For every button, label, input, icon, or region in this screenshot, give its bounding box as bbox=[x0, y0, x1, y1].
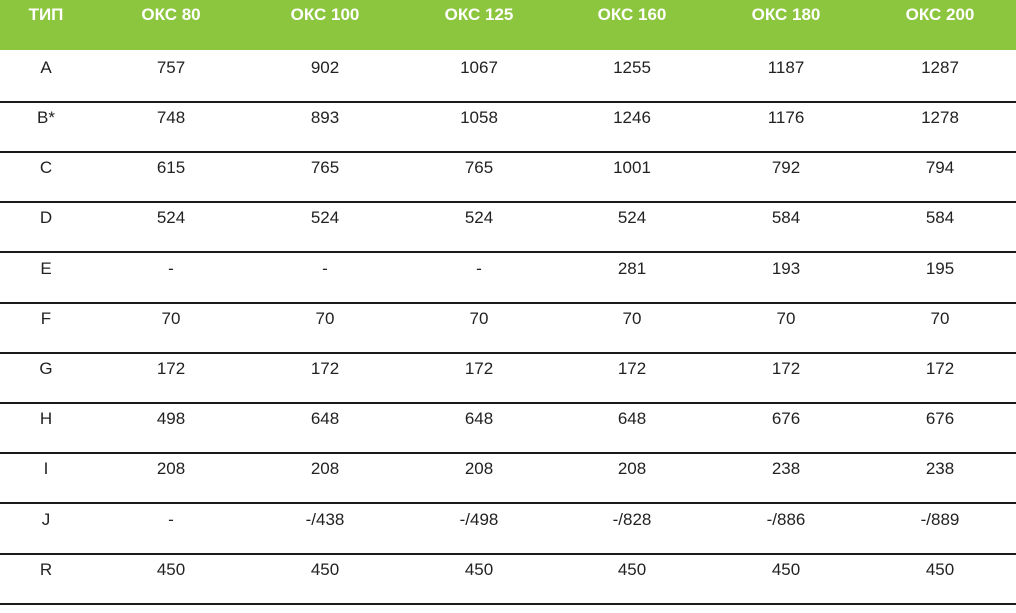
table-cell: 893 bbox=[310, 108, 340, 127]
table-cell: 524 bbox=[156, 208, 186, 227]
table-row: A 757 902 1067 1255 1187 1287 bbox=[0, 53, 1016, 103]
table-cell: 676 bbox=[771, 409, 801, 428]
table-cell: 450 bbox=[925, 560, 955, 579]
table-cell: 524 bbox=[464, 208, 494, 227]
row-type-label: F bbox=[40, 309, 52, 328]
table-cell: 1058 bbox=[460, 108, 498, 127]
row-type-label: E bbox=[40, 259, 52, 278]
table-cell: 1278 bbox=[921, 108, 959, 127]
table-cell: 238 bbox=[771, 459, 801, 478]
table-cell: 615 bbox=[156, 158, 186, 177]
table-cell: 1255 bbox=[613, 58, 651, 77]
table-cell: 748 bbox=[156, 108, 186, 127]
table-cell: 498 bbox=[156, 409, 186, 428]
table-cell: 765 bbox=[310, 158, 340, 177]
table-cell: 450 bbox=[464, 560, 494, 579]
table-cell: - bbox=[476, 259, 482, 278]
table-row: G 172 172 172 172 172 172 bbox=[0, 354, 1016, 404]
table-cell: -/886 bbox=[766, 510, 806, 529]
table-cell: 70 bbox=[161, 309, 181, 328]
table-cell: 1001 bbox=[613, 158, 651, 177]
table-cell: 792 bbox=[771, 158, 801, 177]
table-cell: 281 bbox=[617, 259, 647, 278]
table-cell: -/438 bbox=[305, 510, 345, 529]
table-cell: 1176 bbox=[767, 108, 805, 127]
table-cell: 70 bbox=[315, 309, 335, 328]
table-cell: 208 bbox=[310, 459, 340, 478]
table-cell: 584 bbox=[771, 208, 801, 227]
row-type-label: J bbox=[41, 510, 51, 529]
table-cell: 450 bbox=[310, 560, 340, 579]
row-type-label: C bbox=[39, 158, 53, 177]
table-cell: 1067 bbox=[460, 58, 498, 77]
table-cell: 648 bbox=[310, 409, 340, 428]
table-cell: 172 bbox=[617, 359, 647, 378]
table-cell: 238 bbox=[925, 459, 955, 478]
table-cell: 648 bbox=[617, 409, 647, 428]
table-cell: -/498 bbox=[459, 510, 499, 529]
table-row: C 615 765 765 1001 792 794 bbox=[0, 153, 1016, 203]
header-cell-oks160: ОКС 160 bbox=[597, 5, 667, 24]
header-cell-oks100: ОКС 100 bbox=[290, 5, 360, 24]
table-cell: 902 bbox=[310, 58, 340, 77]
table-cell: 208 bbox=[617, 459, 647, 478]
header-cell-oks180: ОКС 180 bbox=[751, 5, 821, 24]
row-type-label: B* bbox=[37, 108, 55, 127]
table-cell: 450 bbox=[617, 560, 647, 579]
table-cell: 676 bbox=[925, 409, 955, 428]
table-cell: 172 bbox=[771, 359, 801, 378]
table-cell: 765 bbox=[464, 158, 494, 177]
table-cell: 172 bbox=[464, 359, 494, 378]
table-cell: 208 bbox=[156, 459, 186, 478]
table-cell: - bbox=[168, 259, 174, 278]
row-type-label: A bbox=[40, 58, 52, 77]
table-cell: - bbox=[168, 510, 174, 529]
table-cell: 1287 bbox=[921, 58, 959, 77]
table-cell: 450 bbox=[156, 560, 186, 579]
table-cell: 195 bbox=[925, 259, 955, 278]
table-cell: 584 bbox=[925, 208, 955, 227]
table-row: F 70 70 70 70 70 70 bbox=[0, 304, 1016, 354]
table-cell: 70 bbox=[930, 309, 950, 328]
table-cell: 70 bbox=[469, 309, 489, 328]
table-row: E - - - 281 193 195 bbox=[0, 254, 1016, 304]
table-cell: -/828 bbox=[612, 510, 652, 529]
table-row: H 498 648 648 648 676 676 bbox=[0, 404, 1016, 454]
table-cell: 794 bbox=[925, 158, 955, 177]
header-cell-oks125: ОКС 125 bbox=[444, 5, 514, 24]
table-cell: 450 bbox=[771, 560, 801, 579]
table-cell: 70 bbox=[776, 309, 796, 328]
table-cell: -/889 bbox=[920, 510, 960, 529]
table-row: D 524 524 524 524 584 584 bbox=[0, 203, 1016, 253]
table-cell: 1187 bbox=[767, 58, 805, 77]
row-type-label: R bbox=[39, 560, 53, 579]
table-row: B* 748 893 1058 1246 1176 1278 bbox=[0, 103, 1016, 153]
table-cell: 648 bbox=[464, 409, 494, 428]
table-cell: 70 bbox=[622, 309, 642, 328]
table-cell: 172 bbox=[310, 359, 340, 378]
table-cell: - bbox=[322, 259, 328, 278]
table-cell: 193 bbox=[771, 259, 801, 278]
table-row: I 208 208 208 208 238 238 bbox=[0, 454, 1016, 504]
table-cell: 524 bbox=[617, 208, 647, 227]
row-type-label: G bbox=[39, 359, 53, 378]
table-row: R 450 450 450 450 450 450 bbox=[0, 555, 1016, 605]
row-type-label: D bbox=[39, 208, 53, 227]
table-row: J - -/438 -/498 -/828 -/886 -/889 bbox=[0, 505, 1016, 555]
table-cell: 208 bbox=[464, 459, 494, 478]
table-cell: 524 bbox=[310, 208, 340, 227]
table-cell: 172 bbox=[156, 359, 186, 378]
table-cell: 1246 bbox=[613, 108, 651, 127]
row-type-label: H bbox=[39, 409, 53, 428]
table-cell: 757 bbox=[156, 58, 186, 77]
row-type-label: I bbox=[43, 459, 49, 478]
header-cell-oks80: ОКС 80 bbox=[141, 5, 201, 24]
header-cell-oks200: ОКС 200 bbox=[905, 5, 975, 24]
table-cell: 172 bbox=[925, 359, 955, 378]
header-cell-type: ТИП bbox=[28, 5, 64, 24]
table-header-row: ТИП ОКС 80 ОКС 100 ОКС 125 ОКС 160 ОКС 1… bbox=[0, 0, 1016, 50]
